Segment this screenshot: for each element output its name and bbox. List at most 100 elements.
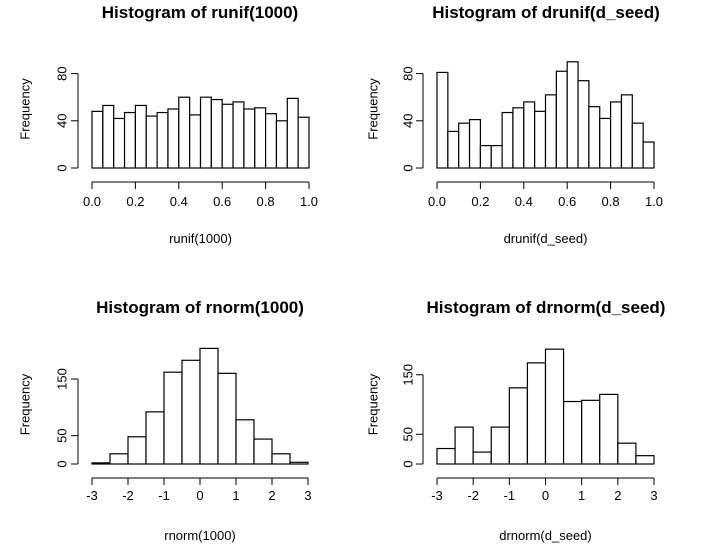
histogram-bar xyxy=(526,362,547,465)
x-axis-label: rnorm(1000) xyxy=(164,528,236,543)
histogram-bar xyxy=(123,111,137,169)
x-tick-label: -2 xyxy=(467,488,479,503)
histogram-bar xyxy=(297,116,310,169)
chart-title: Histogram of runif(1000) xyxy=(102,3,298,22)
histogram-bar xyxy=(436,447,456,465)
chart-title: Histogram of drnorm(d_seed) xyxy=(427,298,666,317)
chart-title: Histogram of rnorm(1000) xyxy=(96,298,304,317)
histogram-panel-1: Histogram of runif(1000) 0.0 0.2 0.4 0.6 0.8 1… xyxy=(18,3,319,246)
histogram-bar xyxy=(145,411,165,465)
histogram-bar xyxy=(221,103,234,169)
x-tick-label: 0.8 xyxy=(257,194,275,209)
x-tick-label: 1.0 xyxy=(300,194,318,209)
histogram-bar xyxy=(163,371,183,465)
y-axis-label: Frequency xyxy=(366,373,381,435)
histogram-bar xyxy=(635,455,655,465)
y-tick-label: 0 xyxy=(55,460,70,467)
y-tick-label: 50 xyxy=(401,427,416,441)
histogram-bar xyxy=(468,119,481,169)
histogram-panel-4: Histogram of drnorm(d_seed) -3 -2 -1 0 1 2 3 0 50… xyxy=(366,298,666,543)
histogram-bar xyxy=(265,113,278,169)
x-tick-label: 0 xyxy=(196,488,203,503)
histogram-bar xyxy=(254,107,267,169)
histogram-bar xyxy=(217,372,237,465)
histogram-bar xyxy=(109,453,129,465)
x-tick-label: 1 xyxy=(578,488,585,503)
histogram-bar xyxy=(577,80,590,169)
histogram-panel-3: Histogram of rnorm(1000) -3 -2 -1 0 1 2 3 0 50 150… xyxy=(18,298,312,543)
x-tick-label: -3 xyxy=(86,488,98,503)
x-tick-label: 0.0 xyxy=(428,194,446,209)
histogram-bar xyxy=(490,144,503,169)
x-axis-label: drnorm(d_seed) xyxy=(499,528,592,543)
x-tick-label: -1 xyxy=(504,488,516,503)
histogram-bar xyxy=(555,70,568,169)
histogram-bar xyxy=(631,122,644,169)
histogram-bar xyxy=(156,111,169,169)
histogram-bar xyxy=(210,98,223,169)
histogram-bar xyxy=(620,94,633,169)
x-tick-label: 2 xyxy=(614,488,621,503)
histogram-bar xyxy=(178,96,191,169)
histogram-bar xyxy=(134,104,147,169)
x-tick-label: -3 xyxy=(431,488,443,503)
y-tick-label: 0 xyxy=(401,460,416,467)
histogram-bar xyxy=(642,141,655,169)
histogram-bar xyxy=(145,115,158,169)
histogram-bar xyxy=(181,359,201,465)
y-tick-label: 80 xyxy=(401,66,416,80)
histogram-bar xyxy=(609,101,623,169)
x-tick-label: 1.0 xyxy=(645,194,663,209)
histogram-bar xyxy=(199,347,219,465)
y-tick-label: 80 xyxy=(55,66,70,80)
x-axis-label: drunif(d_seed) xyxy=(504,231,588,246)
histogram-bar xyxy=(523,101,536,169)
histogram-bar xyxy=(243,108,256,169)
histogram-bar xyxy=(490,426,510,465)
histogram-bar xyxy=(436,71,449,169)
histogram-bar xyxy=(501,111,514,169)
histogram-bar xyxy=(581,399,601,465)
x-tick-label: 0.6 xyxy=(558,194,576,209)
histogram-bar xyxy=(447,130,460,169)
histogram-bar xyxy=(91,462,111,465)
y-axis-label: Frequency xyxy=(18,78,33,140)
histogram-bar xyxy=(189,114,202,169)
histogram-bar xyxy=(286,97,299,169)
histogram-panel-2: Histogram of drunif(d_seed) 0.0 0.2 0.4 0.6 0… xyxy=(366,3,664,246)
histogram-bar xyxy=(544,94,557,169)
histogram-bar xyxy=(599,117,612,169)
histogram-bar xyxy=(271,453,291,465)
histogram-bar xyxy=(562,400,583,465)
histogram-bar xyxy=(232,101,245,169)
histogram-bar xyxy=(617,442,637,465)
histogram-bar xyxy=(235,419,255,465)
histogram-bar xyxy=(508,387,529,465)
y-axis-label: Frequency xyxy=(366,78,381,140)
histogram-bar xyxy=(275,120,288,169)
histogram-bar xyxy=(512,107,525,169)
x-tick-label: 0.8 xyxy=(602,194,620,209)
histogram-bar xyxy=(199,96,212,169)
histogram-bar xyxy=(544,348,565,465)
x-tick-label: -1 xyxy=(158,488,170,503)
histogram-bar xyxy=(127,436,147,465)
x-tick-label: 3 xyxy=(650,488,657,503)
histogram-bar xyxy=(566,61,579,169)
y-tick-label: 50 xyxy=(55,428,70,442)
histogram-bar xyxy=(102,104,115,169)
y-tick-label: 40 xyxy=(55,114,70,128)
x-tick-label: 0.0 xyxy=(83,194,101,209)
x-tick-label: 0.4 xyxy=(515,194,533,209)
histogram-bar xyxy=(253,438,273,465)
y-tick-label: 0 xyxy=(401,164,416,171)
y-tick-label: 0 xyxy=(55,164,70,171)
histogram-bar xyxy=(534,110,547,169)
histogram-bar xyxy=(458,122,471,169)
histogram-bar xyxy=(113,117,126,169)
histogram-bar xyxy=(472,451,492,465)
x-tick-label: 0.4 xyxy=(170,194,188,209)
x-tick-label: -2 xyxy=(122,488,134,503)
